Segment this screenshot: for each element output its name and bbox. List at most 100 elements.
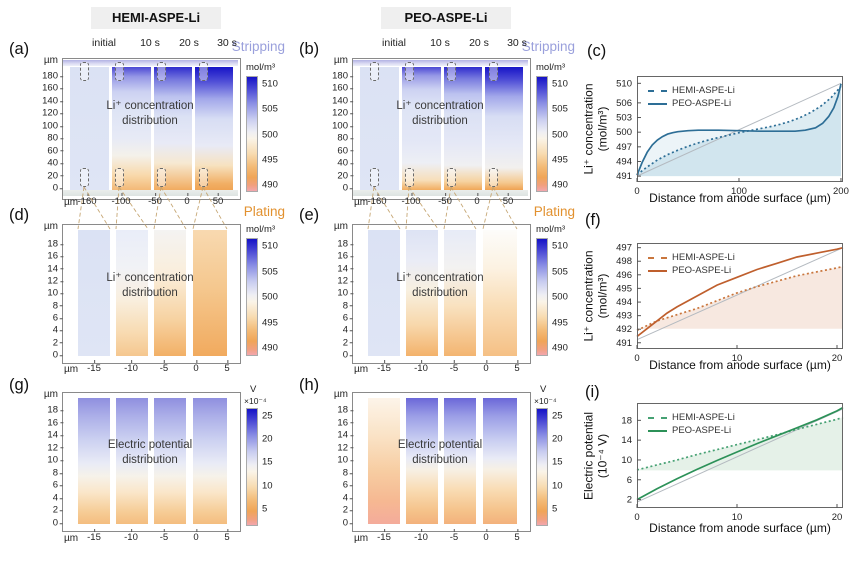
x-axis-unit-a: µm — [64, 197, 79, 208]
tick-label: 495 — [552, 154, 568, 166]
tick-label: 180 — [42, 70, 63, 82]
tick-label: 510 — [552, 78, 568, 90]
chart-f-legend: HEMI-ASPE-Li PEO-ASPE-Li — [648, 251, 735, 277]
panel-letter-e: (e) — [299, 206, 320, 224]
colorbar-unit-g: V — [250, 384, 257, 395]
tick-label: 4 — [342, 324, 354, 336]
tick-label: 140 — [42, 95, 63, 107]
x-axis-unit-h: µm — [354, 533, 369, 544]
heatmap-column-g-1 — [78, 398, 110, 524]
tick-label: 10 — [337, 287, 353, 299]
legend-entry: PEO-ASPE-Li — [648, 424, 735, 437]
y-tick-label: 18 — [621, 415, 632, 426]
tick-label: 0 — [342, 349, 354, 361]
tick-label: -15 — [377, 529, 391, 543]
tick-label: 0 — [342, 182, 354, 194]
legend-entry: HEMI-ASPE-Li — [648, 411, 735, 424]
tick-label: 120 — [332, 107, 353, 119]
x-axis-unit-d: µm — [64, 364, 79, 375]
y-tick-label: 14 — [621, 435, 632, 446]
tick-label: 6 — [52, 479, 64, 491]
y-tick-label: 491 — [616, 338, 632, 349]
colorbar-e — [536, 238, 548, 356]
plot-title-b-line1: Li⁺ concentration — [396, 100, 484, 112]
tick-label: 12 — [47, 275, 63, 287]
tick-label: 15 — [552, 456, 563, 468]
tick-label: -5 — [159, 360, 169, 374]
tick-label: 0 — [52, 182, 64, 194]
x-axis-unit-g: µm — [64, 533, 79, 544]
tick-label: 18 — [337, 404, 353, 416]
tick-label: 14 — [47, 429, 63, 441]
chart-c-xlabel: Distance from anode surface (µm) — [649, 191, 831, 205]
tick-label: 14 — [337, 262, 353, 274]
chart-i-legend: HEMI-ASPE-Li PEO-ASPE-Li — [648, 411, 735, 437]
plot-title-d: Li⁺ concentration distribution — [106, 271, 193, 301]
tick-label: 20 — [552, 433, 563, 445]
tick-label: 510 — [552, 240, 568, 252]
colorbar-exponent-h: ×10⁻⁴ — [534, 396, 557, 406]
plot-title-g-line1: Electric potential — [107, 439, 193, 451]
plot-frame — [637, 403, 843, 508]
series-line-PEO-ASPE-Li — [636, 83, 842, 176]
legend-line-sample — [648, 269, 667, 272]
y-tick-label: 497 — [616, 243, 632, 254]
tick-label: 140 — [332, 95, 353, 107]
tick-label: 8 — [52, 299, 64, 311]
legend-entry: HEMI-ASPE-Li — [648, 251, 735, 264]
y-tick-label: 510 — [616, 78, 632, 89]
tick-label: 20 s — [469, 37, 489, 49]
tick-label: 10 — [262, 479, 273, 491]
heatmap-column-b-initial — [360, 67, 399, 190]
legend-label: PEO-ASPE-Li — [672, 425, 732, 436]
column-header-hemi: HEMI-ASPE-Li — [91, 7, 221, 29]
chart-c-ylabel: Li⁺ concentration (mol/m³) — [582, 83, 611, 174]
tick-label: -160 — [77, 193, 97, 207]
legend-entry: HEMI-ASPE-Li — [648, 84, 735, 97]
legend-entry: PEO-ASPE-Li — [648, 264, 735, 277]
legend-line-sample — [648, 416, 667, 419]
electrode-bar-top-b — [353, 60, 528, 66]
plot-title-e-line2: distribution — [412, 286, 468, 299]
electrode-marker-icon — [115, 168, 124, 187]
tick-label: -10 — [124, 529, 138, 543]
plot-title-h-line2: distribution — [412, 453, 468, 466]
heatmap-column-h-2 — [406, 398, 438, 524]
tick-label: 20 — [47, 169, 63, 181]
heatmap-column-g-3 — [154, 398, 186, 524]
tick-label: -160 — [367, 193, 387, 207]
plot-title-h: Electric potential distribution — [398, 438, 482, 468]
tick-label: 6 — [342, 479, 354, 491]
chart-f-ylabel-line2: (mol/m³) — [596, 273, 610, 319]
tick-label: 490 — [262, 179, 278, 191]
electrode-marker-icon — [199, 62, 208, 81]
tick-label: 160 — [42, 82, 63, 94]
x-tick-label: 10 — [732, 512, 743, 523]
heatmap-column-h-3 — [444, 398, 476, 524]
tick-label: 40 — [337, 157, 353, 169]
heatmap-column-d-2 — [116, 230, 148, 356]
heatmap-column-e-3 — [444, 230, 476, 356]
tick-label: -5 — [159, 529, 169, 543]
colorbar-exponent-g: ×10⁻⁴ — [244, 396, 267, 406]
tick-label: 0 — [474, 193, 480, 207]
y-tick-label: 495 — [616, 283, 632, 294]
tick-label: 18 — [47, 238, 63, 250]
tick-label: 2 — [342, 336, 354, 348]
plot-title-b-line2: distribution — [412, 114, 468, 127]
colorbar-unit-e: mol/m³ — [536, 224, 566, 235]
heatmap-column-h-4 — [483, 398, 517, 524]
y-tick-label: 491 — [616, 171, 632, 182]
reference-line — [636, 82, 842, 177]
tick-label: -5 — [449, 529, 459, 543]
tick-label: -15 — [87, 529, 101, 543]
tick-label: 495 — [262, 317, 278, 329]
tick-label: 30 s — [217, 37, 237, 49]
x-tick-label: 200 — [833, 186, 849, 197]
tick-label: 10 — [47, 287, 63, 299]
chart-i-plot: 0 10 20 18 14 10 6 2 — [621, 403, 844, 523]
heatmap-column-e-2 — [406, 230, 438, 356]
tick-label: 8 — [52, 467, 64, 478]
stripping-label-a: Stripping — [231, 39, 285, 54]
tick-label: 10 — [337, 454, 353, 466]
